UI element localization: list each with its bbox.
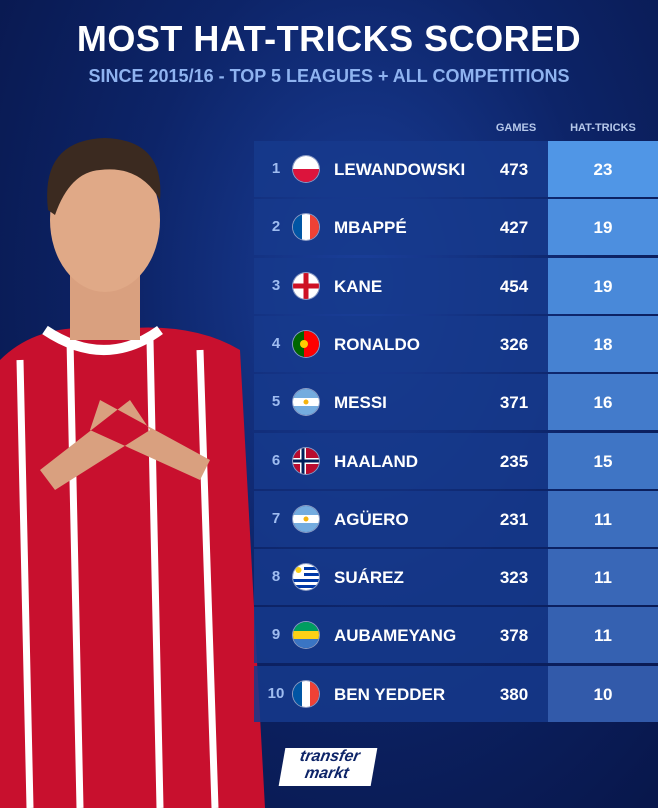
games: 380: [499, 684, 529, 704]
games: 378: [499, 626, 529, 646]
games: 473: [499, 160, 529, 179]
hat-tricks-cell: 19: [548, 199, 658, 256]
table-row: 1 LEWANDOWSKI 473 23: [254, 141, 658, 197]
flag: [293, 389, 319, 416]
rank: 3: [271, 276, 281, 294]
flag-icon: [293, 622, 319, 649]
rank: 9: [271, 626, 281, 644]
flag-icon: [293, 447, 319, 474]
player-name: AGÜERO: [334, 509, 409, 529]
flag-icon: [293, 389, 319, 416]
hat-tricks-cell: 19: [548, 257, 658, 314]
flag: [293, 272, 319, 299]
games: 371: [499, 393, 529, 413]
hat-tricks: 11: [594, 626, 612, 646]
hat-tricks: 19: [593, 218, 613, 238]
player-name: LEWANDOWSKI: [334, 160, 466, 179]
rank: 5: [271, 393, 281, 411]
games: 231: [499, 509, 529, 529]
flag-icon: [293, 680, 319, 707]
table-row: 6 HAALAND 235 15: [254, 432, 658, 489]
hat-tricks: 11: [594, 509, 612, 529]
hat-tricks-cell: 23: [548, 141, 658, 197]
games: 326: [499, 334, 529, 354]
player-name: AUBAMEYANG: [334, 626, 457, 646]
logo-text: markt: [303, 765, 351, 782]
rank: 7: [271, 509, 281, 527]
player-name: BEN YEDDER: [334, 684, 446, 704]
logo: transfer markt: [278, 748, 378, 786]
rank: 2: [271, 218, 281, 236]
hat-tricks-cell: 18: [548, 315, 658, 372]
rank: 1: [271, 160, 281, 177]
table-row: 8 SUÁREZ 323 11: [254, 549, 658, 606]
table-row: 7 AGÜERO 231 11: [254, 490, 658, 547]
flag: [293, 505, 319, 532]
table-row: 10 BEN YEDDER 380 10: [254, 665, 658, 722]
flag-icon: [293, 505, 319, 532]
hat-tricks-cell: 11: [548, 607, 658, 664]
flag-icon: [293, 156, 319, 182]
hat-tricks-cell: 11: [548, 549, 658, 606]
rank: 10: [267, 684, 285, 702]
flag: [293, 680, 319, 707]
flag: [293, 214, 319, 241]
player-name: MBAPPÉ: [334, 218, 407, 238]
title: MOST HAT-TRICKS SCORED: [76, 18, 582, 59]
flag-icon: [293, 214, 319, 241]
hat-tricks-cell: 16: [548, 374, 658, 431]
flag: [293, 330, 319, 357]
player-name: HAALAND: [334, 451, 419, 471]
games: 454: [499, 276, 529, 296]
hat-tricks: 23: [593, 160, 613, 179]
rank: 8: [271, 568, 281, 586]
table-row: 3 KANE 454 19: [254, 257, 658, 314]
hat-tricks-cell: 10: [548, 665, 658, 722]
hat-tricks-cell: 15: [548, 432, 658, 489]
logo-text: transfer: [298, 748, 362, 765]
column-header: GAMES: [495, 122, 537, 134]
hat-tricks-cell: 11: [548, 490, 658, 547]
flag-icon: [293, 330, 319, 357]
hat-tricks: 16: [593, 393, 613, 413]
hat-tricks: 11: [594, 568, 612, 588]
rank: 4: [271, 334, 281, 352]
table-row: 4 RONALDO 326 18: [254, 315, 658, 372]
games: 235: [499, 451, 529, 471]
player-photo: [0, 138, 265, 808]
flag: [293, 622, 319, 649]
rank: 6: [271, 451, 281, 469]
table-row: 5 MESSI 371 16: [254, 374, 658, 431]
hat-tricks: 18: [593, 334, 613, 354]
hat-tricks: 10: [593, 684, 613, 704]
table-row: 9 AUBAMEYANG 378 11: [254, 607, 658, 664]
player-name: RONALDO: [334, 334, 420, 354]
hat-tricks: 19: [593, 276, 613, 296]
player-name: SUÁREZ: [334, 568, 404, 588]
games: 427: [499, 218, 529, 238]
games: 323: [499, 568, 529, 588]
flag: [293, 156, 319, 182]
flag-icon: [293, 272, 319, 299]
hat-tricks: 15: [593, 451, 613, 471]
player-name: MESSI: [334, 393, 387, 413]
column-header: HAT-TRICKS: [570, 122, 636, 134]
subtitle: SINCE 2015/16 - TOP 5 LEAGUES + ALL COMP…: [88, 66, 570, 86]
flag: [293, 564, 319, 591]
player-name: KANE: [334, 276, 383, 296]
flag-icon: [293, 564, 319, 591]
table-row: 2 MBAPPÉ 427 19: [254, 199, 658, 256]
flag: [293, 447, 319, 474]
